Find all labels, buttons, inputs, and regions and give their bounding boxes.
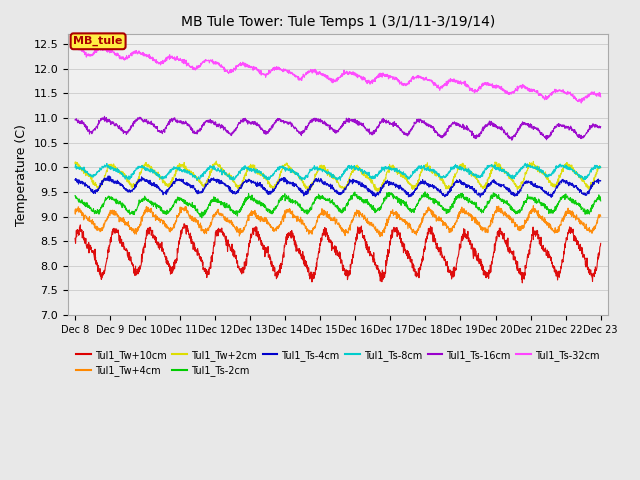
- Legend: Tul1_Tw+10cm, Tul1_Tw+4cm, Tul1_Tw+2cm, Tul1_Ts-2cm, Tul1_Ts-4cm, Tul1_Ts-8cm, T: Tul1_Tw+10cm, Tul1_Tw+4cm, Tul1_Tw+2cm, …: [72, 346, 603, 380]
- Y-axis label: Temperature (C): Temperature (C): [15, 124, 28, 226]
- Title: MB Tule Tower: Tule Temps 1 (3/1/11-3/19/14): MB Tule Tower: Tule Temps 1 (3/1/11-3/19…: [180, 15, 495, 29]
- Text: MB_tule: MB_tule: [74, 36, 123, 47]
